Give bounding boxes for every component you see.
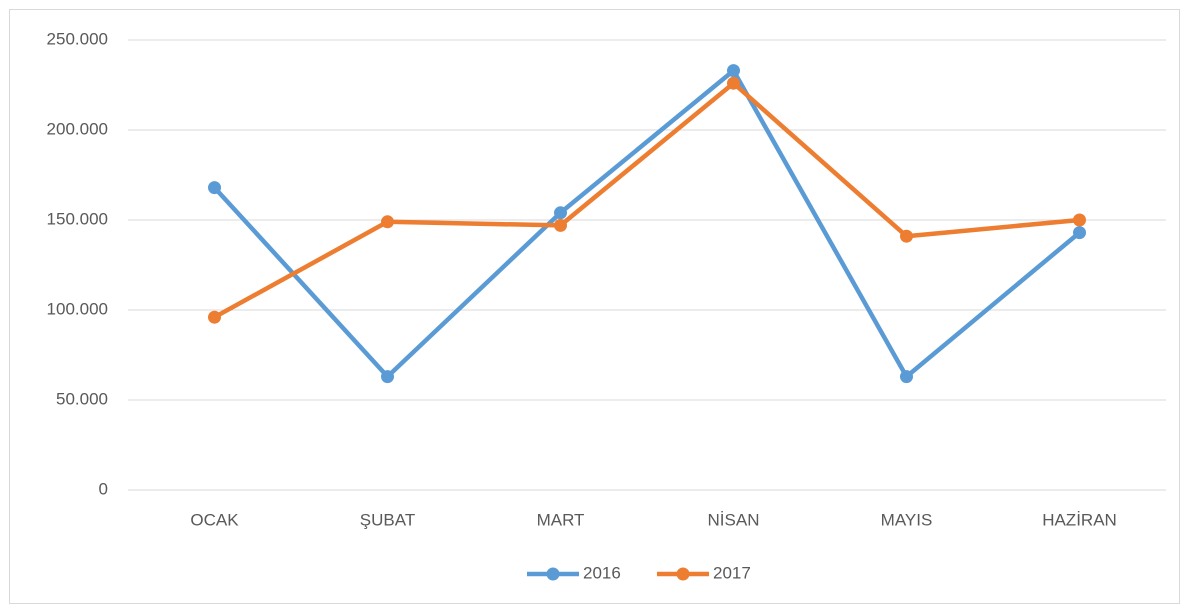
- data-point: [1073, 213, 1086, 227]
- chart-border: [9, 9, 1180, 604]
- x-tick-label: NİSAN: [708, 510, 760, 529]
- y-tick-label: 200.000: [47, 119, 108, 138]
- y-tick-label: 150.000: [47, 209, 108, 228]
- legend-marker: [676, 567, 690, 581]
- y-tick-label: 100.000: [47, 299, 108, 318]
- x-tick-label: OCAK: [190, 510, 239, 529]
- legend-marker: [546, 567, 560, 581]
- data-point: [208, 310, 221, 324]
- data-point: [900, 229, 913, 243]
- y-tick-label: 50.000: [56, 389, 108, 408]
- y-tick-label: 250.000: [47, 29, 108, 48]
- series-line: [212, 68, 1082, 379]
- data-point: [554, 206, 567, 220]
- data-point: [381, 215, 394, 229]
- y-tick-label: 0: [99, 479, 108, 498]
- x-tick-label: ŞUBAT: [360, 510, 415, 529]
- data-point: [554, 218, 567, 232]
- x-tick-label: MART: [537, 510, 585, 529]
- x-tick-label: MAYIS: [881, 510, 933, 529]
- data-point: [208, 181, 221, 195]
- legend-label: 2017: [713, 563, 751, 582]
- data-point: [900, 370, 913, 384]
- legend-label: 2016: [583, 563, 621, 582]
- data-point: [727, 64, 740, 78]
- data-point: [381, 370, 394, 384]
- x-tick-label: HAZİRAN: [1042, 510, 1117, 529]
- data-point: [727, 76, 740, 90]
- data-point: [1073, 226, 1086, 240]
- series-line: [212, 80, 1082, 320]
